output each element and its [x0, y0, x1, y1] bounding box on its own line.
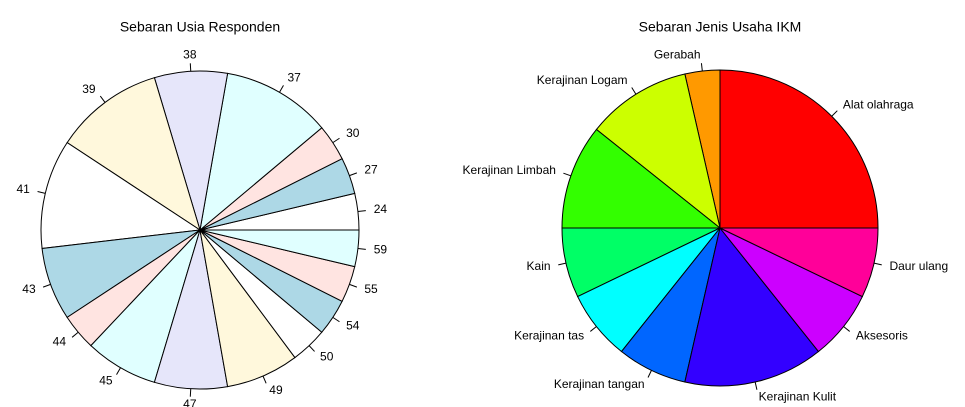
slice-label: 50	[320, 349, 334, 363]
slice-label: Gerabah	[654, 47, 701, 61]
slice-label: Kerajinan Kulit	[759, 390, 837, 404]
slice-label: Aksesoris	[856, 329, 908, 343]
slice-label: 39	[82, 82, 96, 96]
label-tick	[37, 191, 46, 194]
slice-label: 43	[22, 282, 36, 296]
slice-label: 27	[364, 162, 378, 176]
pie-slice	[40, 141, 202, 250]
label-tick	[563, 172, 572, 177]
pie-slice	[199, 72, 323, 232]
label-tick	[357, 247, 366, 250]
pie-slice	[684, 226, 820, 387]
slice-label: 37	[287, 71, 301, 85]
label-tick	[700, 63, 703, 72]
label-tick	[647, 370, 652, 378]
slice-label: Daur ulang	[889, 259, 948, 273]
label-tick	[831, 110, 838, 117]
label-tick	[754, 381, 758, 390]
slice-label: Kerajinan tas	[514, 329, 584, 343]
label-tick	[843, 326, 851, 332]
slice-label: 38	[183, 48, 197, 62]
label-tick	[589, 326, 597, 332]
label-tick	[357, 210, 366, 213]
label-tick	[116, 367, 121, 375]
slice-label: 49	[269, 383, 283, 397]
chart-title: Sebaran Usia Responden	[120, 19, 280, 35]
pie-slice	[719, 227, 879, 298]
label-tick	[279, 85, 284, 93]
label-tick	[332, 137, 340, 144]
slice-label: 44	[53, 335, 67, 349]
pie-slice	[66, 77, 201, 232]
slice-label: 47	[183, 397, 197, 407]
slice-label: Kain	[527, 259, 551, 273]
slice-label: Kerajinan tangan	[554, 377, 645, 391]
slice-label: Alat olahraga	[843, 97, 914, 111]
label-tick	[42, 283, 51, 288]
slice-label: Kerajinan Limbah	[463, 163, 556, 177]
slice-label: 45	[99, 374, 113, 388]
slice-label: 54	[346, 318, 360, 332]
slice-label: 30	[346, 126, 360, 140]
label-tick	[99, 95, 106, 103]
chart-title: Sebaran Jenis Usaha IKM	[639, 19, 802, 35]
slice-label: Kerajinan Logam	[537, 73, 628, 87]
label-tick	[71, 331, 79, 338]
slice-label: 24	[374, 202, 388, 216]
label-tick	[262, 375, 267, 384]
label-tick	[631, 87, 637, 95]
slice-label: 41	[16, 182, 30, 196]
label-tick	[873, 262, 882, 266]
label-tick	[558, 262, 567, 266]
slice-label: 59	[374, 242, 388, 256]
pie-slice	[561, 128, 722, 229]
pie-slice	[199, 229, 360, 268]
label-tick	[332, 316, 340, 323]
label-tick	[308, 345, 315, 352]
slice-label: 55	[364, 282, 378, 296]
pie-slice	[719, 69, 879, 229]
pie-slice	[595, 73, 721, 230]
label-tick	[349, 283, 358, 288]
label-tick	[349, 172, 358, 177]
